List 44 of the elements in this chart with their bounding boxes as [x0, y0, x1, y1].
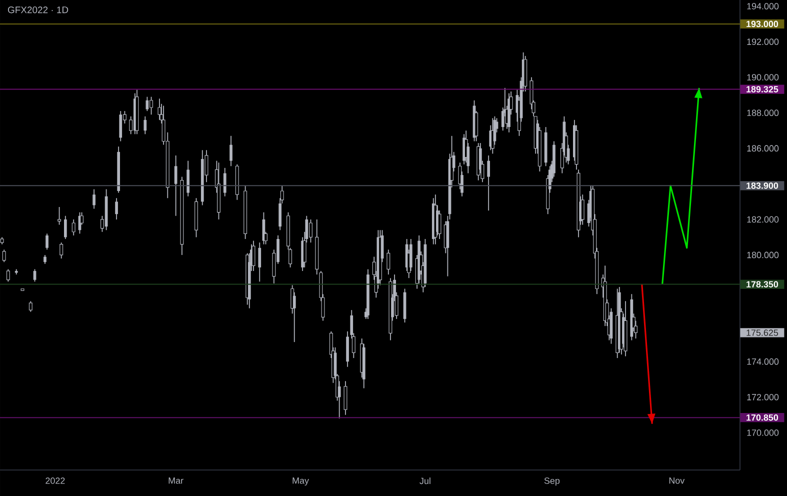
candlestick: [230, 135, 232, 167]
candlestick: [60, 242, 64, 259]
candlestick: [115, 198, 118, 220]
y-tick-label: 192.000: [747, 38, 779, 45]
y-tick-label: 170.000: [747, 429, 779, 436]
candlestick: [386, 249, 390, 275]
candlestick: [64, 215, 67, 240]
x-tick-label: 2022: [46, 478, 65, 484]
candlestick: [6, 268, 10, 282]
candlestick: [119, 110, 122, 142]
x-tick-label: Mar: [168, 478, 184, 484]
y-tick-label: 186.000: [747, 145, 779, 152]
x-tick-label: Nov: [669, 478, 685, 484]
ref-line-label: 178.350: [746, 281, 778, 288]
y-tick-label: 174.000: [747, 358, 779, 365]
candlestick: [309, 218, 312, 243]
candlestick: [46, 233, 48, 250]
ref-line-label: 189.325: [746, 86, 778, 92]
y-tick-label: 188.000: [747, 110, 779, 116]
candlestick: [258, 242, 262, 282]
text: 175.625: [746, 330, 778, 336]
candlestick: [58, 206, 62, 226]
candlestick: [223, 167, 226, 197]
text: GFX2022 · 1D: [8, 6, 68, 14]
candlestick: [28, 300, 32, 312]
candlestick: [92, 188, 96, 210]
y-tick-label: 190.000: [747, 74, 779, 80]
ref-line-label: 193.000: [746, 20, 778, 28]
candlestick: [150, 96, 154, 116]
candlestick: [186, 160, 190, 197]
y-tick-label: 194.000: [747, 3, 779, 10]
candlestick: [344, 380, 348, 416]
x-tick-label: May: [292, 478, 309, 486]
ref-line-label: 170.850: [746, 414, 778, 421]
x-tick-label: Jul: [420, 478, 430, 484]
ref-line-label: 183.900: [746, 182, 778, 189]
candlestick: [487, 155, 490, 211]
y-tick-label: 172.000: [747, 394, 779, 400]
x-tick-label: Sep: [544, 478, 560, 486]
candlestick: [158, 98, 162, 120]
candlestick: [144, 116, 147, 135]
y-tick-label: 180.000: [747, 252, 779, 258]
y-tick-label: 182.000: [747, 216, 779, 223]
candlestick: [72, 218, 76, 236]
